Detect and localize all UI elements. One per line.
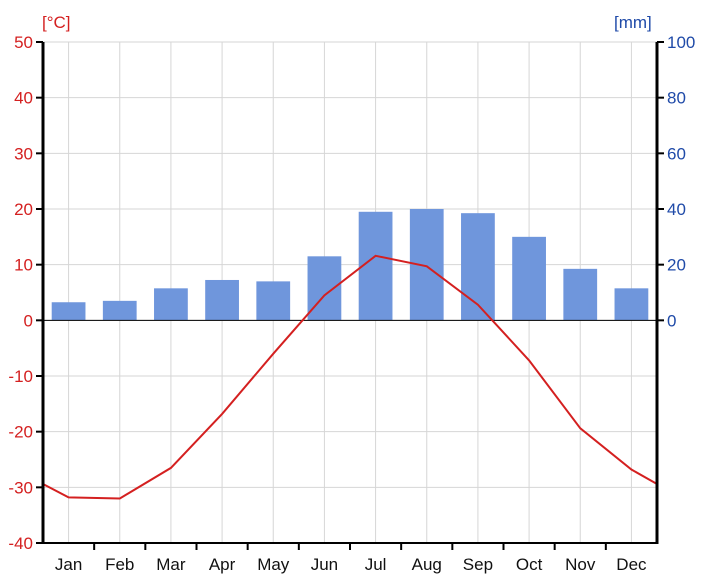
tick-labels: -40 -30 -20 -10 0 10 20 30 40 50 0 20 40 60 80 100 Jan Fe… (8, 33, 695, 574)
left-tick-label: -30 (8, 478, 33, 497)
bar (51, 302, 86, 321)
month-label: Sep (463, 555, 493, 574)
month-label: Oct (516, 555, 543, 574)
bar (205, 279, 239, 321)
bar (512, 236, 546, 321)
bar (154, 288, 188, 321)
right-tick-label: 0 (667, 311, 676, 330)
left-tick-label: -40 (8, 534, 33, 553)
bar (563, 268, 598, 321)
left-tick-label: 0 (24, 311, 33, 330)
bar (358, 211, 393, 321)
right-tick-label: 20 (667, 256, 686, 275)
right-tick-label: 60 (667, 144, 686, 163)
month-label: Mar (156, 555, 186, 574)
left-tick-label: 30 (14, 144, 33, 163)
bar (256, 281, 291, 321)
month-label: Apr (209, 555, 236, 574)
bar (461, 213, 495, 321)
bar (102, 300, 137, 321)
axes (36, 41, 664, 550)
month-label: Dec (616, 555, 647, 574)
left-tick-label: -20 (8, 423, 33, 442)
left-tick-label: 40 (14, 89, 33, 108)
month-label: Jul (365, 555, 387, 574)
right-tick-label: 80 (667, 89, 686, 108)
bar (307, 256, 342, 321)
right-tick-label: 100 (667, 33, 695, 52)
left-axis-label: [°C] (42, 13, 71, 32)
bar (614, 288, 649, 321)
month-label: Nov (565, 555, 596, 574)
month-label: Jan (55, 555, 82, 574)
temperature-line (42, 254, 658, 500)
month-label: Feb (105, 555, 134, 574)
left-tick-label: 20 (14, 200, 33, 219)
right-tick-label: 40 (667, 200, 686, 219)
month-label: May (257, 555, 290, 574)
right-axis-label: [mm] (614, 13, 652, 32)
month-label: Aug (412, 555, 442, 574)
left-tick-label: 10 (14, 256, 33, 275)
month-label: Jun (311, 555, 338, 574)
left-tick-label: -10 (8, 367, 33, 386)
left-tick-label: 50 (14, 33, 33, 52)
